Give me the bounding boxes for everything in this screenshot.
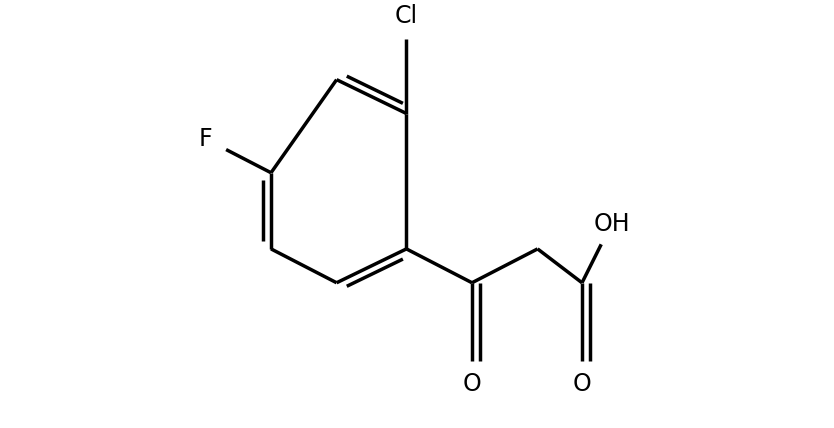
Text: Cl: Cl (394, 4, 418, 28)
Text: O: O (573, 372, 591, 396)
Text: O: O (463, 372, 481, 396)
Text: OH: OH (593, 211, 630, 235)
Text: F: F (198, 127, 213, 151)
